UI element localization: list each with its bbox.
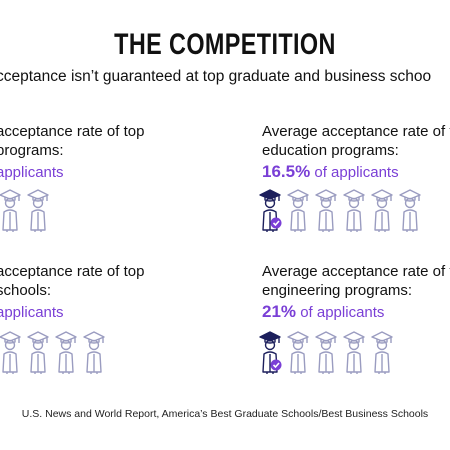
stat-rest: of applicants — [310, 164, 399, 181]
graduate-icon — [315, 331, 337, 374]
panel-stat: 21% of applicants — [262, 300, 450, 325]
graduate-icon — [315, 189, 337, 232]
graduate-icon — [287, 189, 309, 232]
check-icon — [270, 217, 282, 229]
stat-rest: applicants — [0, 164, 64, 181]
check-icon — [270, 359, 282, 371]
stat-rest: applicants — [0, 304, 64, 321]
graduate-icon — [287, 331, 309, 374]
panel-label-line2: schools: — [0, 282, 52, 299]
graduate-icon — [27, 189, 49, 232]
graduate-icon — [371, 189, 393, 232]
check-mark — [272, 220, 280, 227]
graduate-icon — [27, 331, 49, 374]
source-citation: U.S. News and World Report, America’s Be… — [21, 408, 429, 420]
panel-bottom-left: acceptance rate of top schools: applican… — [0, 262, 144, 325]
icon-row-bottom-left — [0, 330, 106, 375]
panel-stat: applicants — [0, 300, 144, 325]
icon-row-top-right — [258, 188, 422, 233]
panel-label-line1: acceptance rate of top — [0, 263, 145, 280]
graduate-icon — [83, 331, 105, 374]
panel-bottom-right: Average acceptance rate of top engineeri… — [262, 262, 450, 325]
graduate-icon — [371, 331, 393, 374]
panel-label-line2: engineering programs: — [262, 282, 413, 299]
graduate-icon-highlighted — [259, 189, 282, 232]
graduate-icon — [399, 189, 421, 232]
panel-label-line2: education programs: — [262, 142, 399, 159]
icon-row-top-left — [0, 188, 50, 233]
panel-stat: applicants — [0, 160, 144, 185]
subtitle: cceptance isn’t guaranteed at top gradua… — [0, 68, 432, 85]
panel-label-line1: Average acceptance rate of top — [262, 123, 450, 140]
graduate-icon — [343, 189, 365, 232]
panel-label-line1: Average acceptance rate of top — [262, 263, 450, 280]
graduate-icon — [0, 331, 21, 374]
panel-label-line2: programs: — [0, 142, 64, 159]
check-mark — [272, 362, 280, 369]
page-title: THE COMPETITION — [114, 28, 336, 61]
panel-stat: 16.5% of applicants — [262, 160, 450, 185]
icon-row-bottom-right — [258, 330, 394, 375]
graduate-icon — [0, 189, 21, 232]
graduate-icon — [55, 331, 77, 374]
panel-top-left: acceptance rate of top programs: applica… — [0, 122, 144, 185]
stat-value: 21% — [262, 302, 297, 321]
stat-value: 16.5% — [262, 162, 311, 181]
panel-label-line1: acceptance rate of top — [0, 123, 145, 140]
stat-rest: of applicants — [296, 304, 385, 321]
panel-top-right: Average acceptance rate of top education… — [262, 122, 450, 185]
graduate-icon — [343, 331, 365, 374]
graduate-icon-highlighted — [259, 331, 282, 374]
